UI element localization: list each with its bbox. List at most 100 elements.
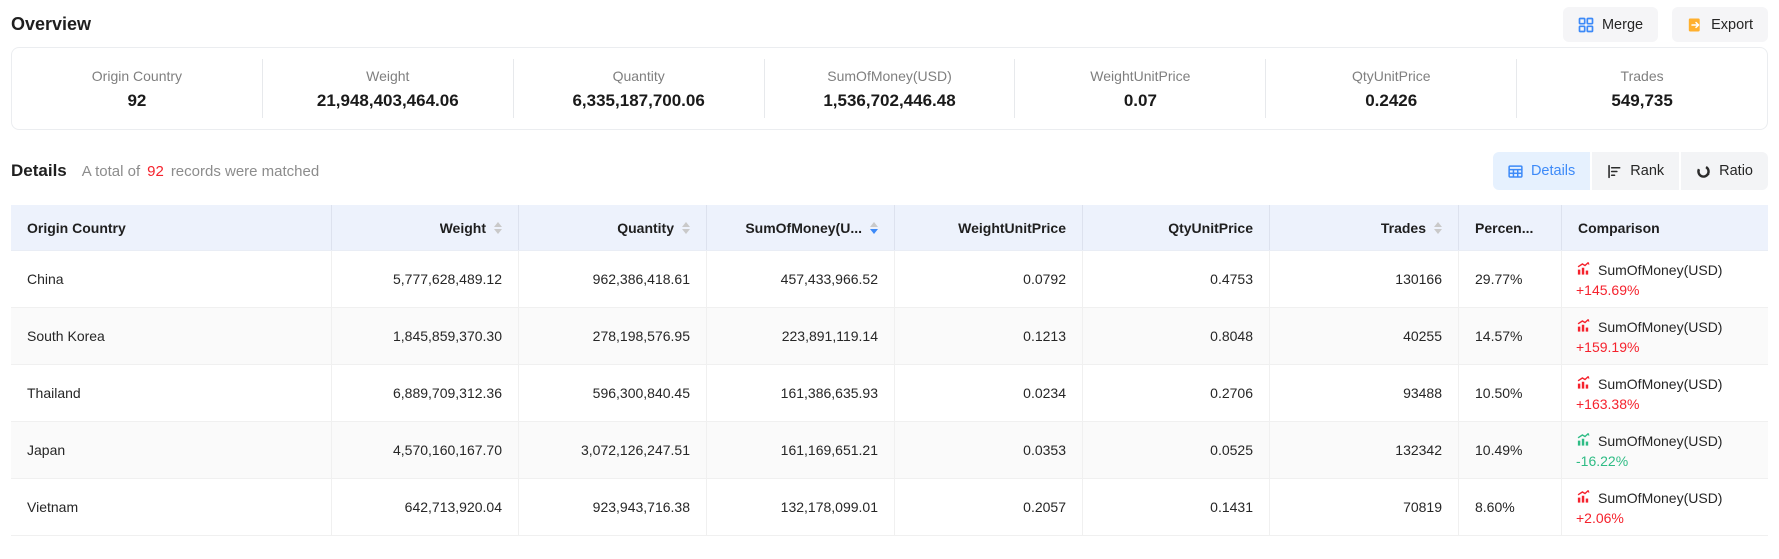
col-header-label: Quantity: [617, 219, 674, 236]
table-row-japan[interactable]: Japan 4,570,160,167.70 3,072,126,247.51 161…: [11, 422, 1768, 479]
col-header-label: WeightUnitPrice: [958, 219, 1066, 236]
col-header-quantity[interactable]: Quantity: [519, 205, 707, 250]
details-table: Origin Country Weight Quantity SumOfMoney(U…: [11, 205, 1768, 536]
cell-value: 132342: [1395, 442, 1442, 458]
cell-percentage: 8.60%: [1459, 479, 1562, 535]
cell-percentage: 14.57%: [1459, 308, 1562, 364]
table-row-south-korea[interactable]: South Korea 1,845,859,370.30 278,198,576.9…: [11, 308, 1768, 365]
tab-rank[interactable]: Rank: [1592, 152, 1680, 190]
cell-quantity: 3,072,126,247.51: [519, 422, 707, 478]
cell-trades: 132342: [1270, 422, 1459, 478]
cell-value: 923,943,716.38: [592, 499, 690, 515]
cell-value: Thailand: [27, 385, 81, 401]
cell-sum-of-money: 457,433,966.52: [707, 251, 895, 307]
tab-ratio[interactable]: Ratio: [1681, 152, 1768, 190]
details-bar: Details A total of 92 records were matched…: [11, 151, 1768, 191]
cell-value: 132,178,099.01: [780, 499, 878, 515]
stat-value: 0.07: [1123, 90, 1157, 110]
table-body: China 5,777,628,489.12 962,386,418.61 457,4…: [11, 251, 1768, 536]
tab-details[interactable]: Details: [1492, 152, 1591, 190]
cell-qty-unit-price: 0.8048: [1083, 308, 1270, 364]
cell-value: 93488: [1403, 385, 1442, 401]
merge-button[interactable]: Merge: [1562, 7, 1659, 42]
stat-label: Quantity: [612, 67, 665, 84]
comparison-metric: SumOfMoney(USD): [1598, 489, 1723, 506]
cell-sum-of-money: 161,386,635.93: [707, 365, 895, 421]
table-icon: [1508, 164, 1523, 179]
merge-icon: [1578, 17, 1594, 33]
cell-comparison: SumOfMoney(USD) +159.19%: [1562, 308, 1768, 364]
cell-comparison: SumOfMoney(USD) +145.69%: [1562, 251, 1768, 307]
cell-value: 457,433,966.52: [780, 271, 878, 287]
cell-value: 3,072,126,247.51: [581, 442, 690, 458]
stat-label: SumOfMoney(USD): [827, 67, 952, 84]
cell-trades: 130166: [1270, 251, 1459, 307]
col-header-weight[interactable]: Weight: [332, 205, 519, 250]
comparison-change: +2.06%: [1576, 510, 1624, 526]
caret-up-icon: [682, 221, 690, 227]
trend-up-icon: [1576, 261, 1591, 278]
table-row-china[interactable]: China 5,777,628,489.12 962,386,418.61 457,4…: [11, 251, 1768, 308]
cell-value: 8.60%: [1475, 499, 1515, 515]
cell-value: 0.0353: [1023, 442, 1066, 458]
overview-page: Overview Merge: [11, 7, 1768, 536]
cell-value: 0.2057: [1023, 499, 1066, 515]
stat-quantity: Quantity 6,335,187,700.06: [512, 59, 764, 118]
cell-value: 596,300,840.45: [592, 385, 690, 401]
comparison-metric: SumOfMoney(USD): [1598, 432, 1723, 449]
caret-up-icon: [1434, 221, 1442, 227]
stat-value: 549,735: [1611, 90, 1673, 110]
stat-sumofmoney-usd: SumOfMoney(USD) 1,536,702,446.48: [763, 59, 1015, 118]
cell-value: 161,386,635.93: [780, 385, 878, 401]
comparison-metric-line: SumOfMoney(USD): [1576, 318, 1722, 335]
caret-up-icon: [494, 221, 502, 227]
cell-origin-country: Vietnam: [11, 479, 332, 535]
match-prefix: A total of: [81, 162, 141, 180]
col-header-trades[interactable]: Trades: [1270, 205, 1459, 250]
comparison-change: +163.38%: [1576, 396, 1640, 412]
details-title: Details: [11, 161, 67, 180]
cell-value: 10.49%: [1475, 442, 1523, 458]
tab-label: Rank: [1630, 163, 1665, 179]
export-button[interactable]: Export: [1672, 7, 1768, 42]
cell-value: 962,386,418.61: [592, 271, 690, 287]
comparison-metric: SumOfMoney(USD): [1598, 318, 1723, 335]
cell-weight-unit-price: 0.1213: [895, 308, 1083, 364]
stat-value: 21,948,403,464.06: [316, 90, 459, 110]
cell-weight-unit-price: 0.0353: [895, 422, 1083, 478]
export-icon: [1687, 17, 1703, 33]
cell-value: 0.4753: [1210, 271, 1253, 287]
cell-percentage: 10.50%: [1459, 365, 1562, 421]
cell-origin-country: Thailand: [11, 365, 332, 421]
cell-value: Vietnam: [27, 499, 79, 515]
trend-up-icon: [1576, 375, 1591, 392]
comparison-metric-line: SumOfMoney(USD): [1576, 489, 1722, 506]
cell-sum-of-money: 223,891,119.14: [707, 308, 895, 364]
table-row-thailand[interactable]: Thailand 6,889,709,312.36 596,300,840.45 16…: [11, 365, 1768, 422]
rank-icon: [1607, 164, 1622, 179]
cell-value: 14.57%: [1475, 328, 1523, 344]
cell-quantity: 923,943,716.38: [519, 479, 707, 535]
col-header-label: Origin Country: [27, 219, 126, 236]
comparison-change: +145.69%: [1576, 282, 1640, 298]
table-row-vietnam[interactable]: Vietnam 642,713,920.04 923,943,716.38 132,1…: [11, 479, 1768, 536]
col-header-sumofmoney-u[interactable]: SumOfMoney(U...: [707, 205, 895, 250]
cell-value: 0.1431: [1210, 499, 1253, 515]
col-header-label: Trades: [1380, 219, 1426, 236]
cell-quantity: 278,198,576.95: [519, 308, 707, 364]
cell-qty-unit-price: 0.1431: [1083, 479, 1270, 535]
caret-down-icon: [870, 228, 878, 234]
caret-down-icon: [1434, 228, 1442, 234]
cell-comparison: SumOfMoney(USD) -16.22%: [1562, 422, 1768, 478]
col-header-weightunitprice: WeightUnitPrice: [895, 205, 1083, 250]
cell-sum-of-money: 161,169,651.21: [707, 422, 895, 478]
match-suffix: records were matched: [170, 162, 320, 180]
col-header-label: QtyUnitPrice: [1168, 219, 1253, 236]
cell-percentage: 29.77%: [1459, 251, 1562, 307]
match-summary: A total of 92 records were matched: [82, 163, 319, 180]
stat-weight: Weight 21,948,403,464.06: [261, 59, 513, 118]
col-header-qtyunitprice: QtyUnitPrice: [1083, 205, 1270, 250]
ratio-icon: [1696, 164, 1711, 179]
comparison-metric: SumOfMoney(USD): [1598, 375, 1723, 392]
cell-value: 0.1213: [1023, 328, 1066, 344]
